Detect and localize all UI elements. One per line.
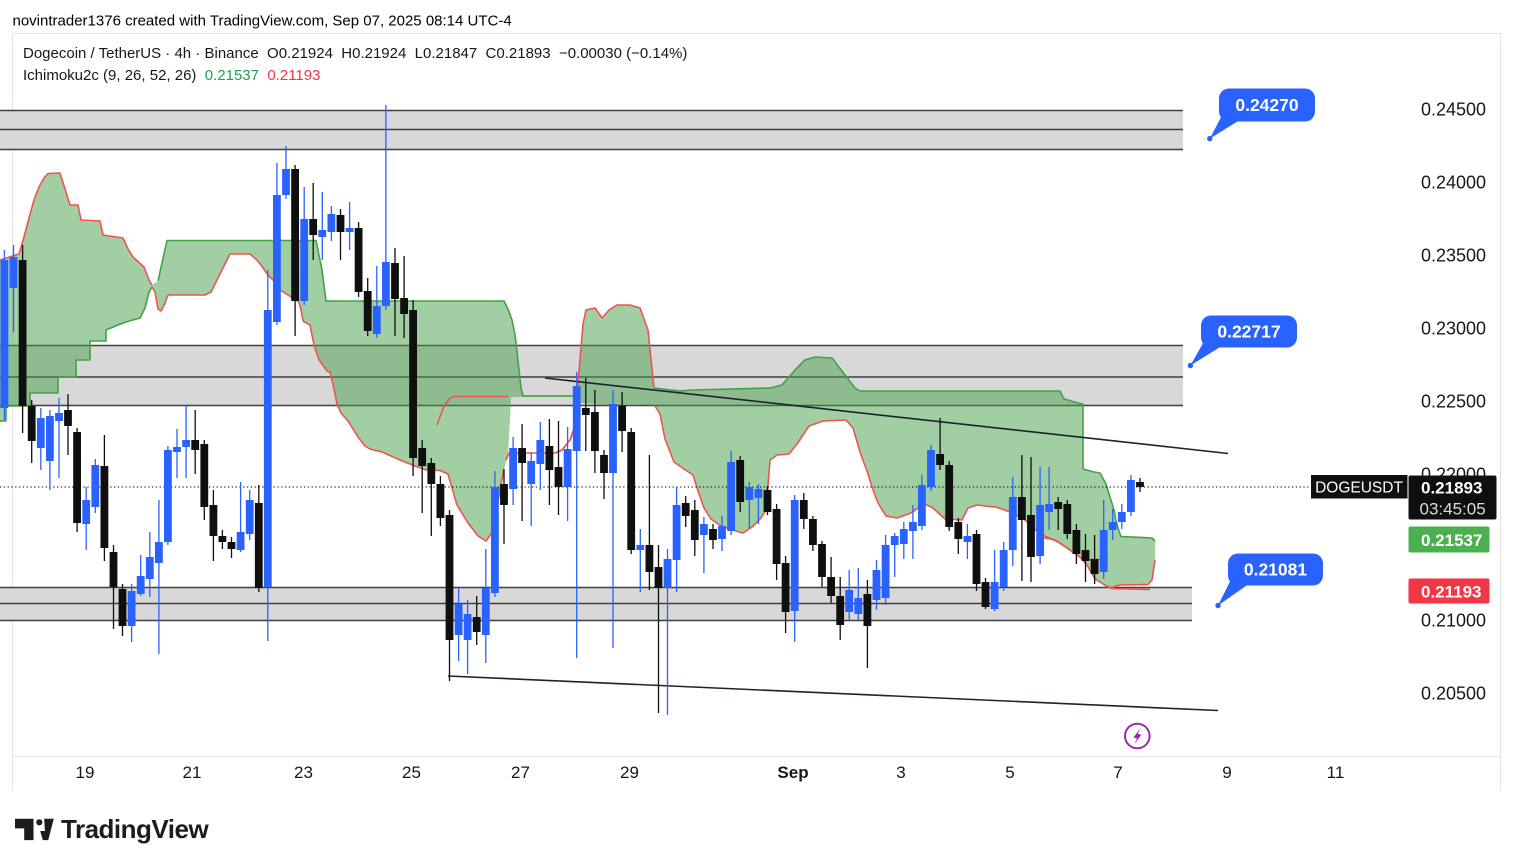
svg-text:0.23500: 0.23500 [1421,245,1486,265]
svg-text:5: 5 [1005,763,1014,782]
svg-text:29: 29 [620,763,639,782]
svg-text:Dogecoin / TetherUS · 4h · Bin: Dogecoin / TetherUS · 4h · Binance O0.21… [23,45,687,62]
svg-text:0.24000: 0.24000 [1421,172,1486,192]
svg-text:Sep: Sep [777,763,808,782]
svg-text:0.21000: 0.21000 [1421,610,1486,630]
svg-text:0.21537: 0.21537 [1421,531,1482,550]
svg-text:novintrader1376 created with T: novintrader1376 created with TradingView… [13,13,512,30]
svg-text:0.24500: 0.24500 [1421,99,1486,119]
svg-text:27: 27 [511,763,530,782]
svg-text:0.23000: 0.23000 [1421,318,1486,338]
svg-text:0.24270: 0.24270 [1235,95,1299,115]
svg-text:7: 7 [1113,763,1122,782]
svg-text:21: 21 [183,763,202,782]
svg-text:03:45:05: 03:45:05 [1420,500,1486,519]
svg-text:0.21193: 0.21193 [1421,583,1482,602]
svg-text:3: 3 [896,763,905,782]
svg-text:0.21081: 0.21081 [1244,560,1308,580]
svg-text:11: 11 [1327,763,1345,782]
svg-text:0.21893: 0.21893 [1421,479,1482,498]
svg-text:0.22500: 0.22500 [1421,391,1486,411]
svg-text:25: 25 [402,763,421,782]
svg-text:TradingView: TradingView [61,814,209,844]
svg-text:19: 19 [76,763,95,782]
svg-text:Ichimoku2c (9, 26, 52, 26) 0.: Ichimoku2c (9, 26, 52, 26) 0.21537 0.211… [23,67,320,84]
svg-text:0.22717: 0.22717 [1217,322,1280,342]
svg-text:23: 23 [294,763,313,782]
svg-text:0.20500: 0.20500 [1421,683,1486,703]
svg-text:DOGEUSDT: DOGEUSDT [1315,480,1403,497]
svg-text:9: 9 [1222,763,1231,782]
